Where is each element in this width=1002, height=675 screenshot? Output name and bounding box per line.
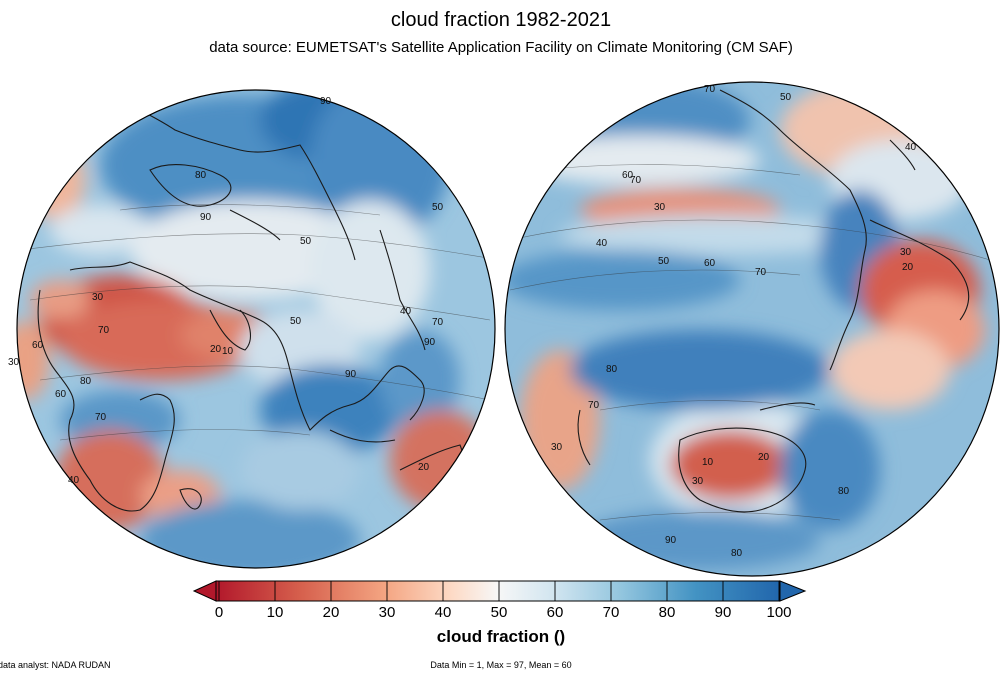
colorbar-label: cloud fraction () <box>436 627 566 646</box>
colorbar-tick-label: 60 <box>546 604 564 621</box>
contour-label: 70 <box>432 317 444 328</box>
colorbar <box>192 580 807 602</box>
contour-label: 70 <box>755 267 767 278</box>
contour-label: 40 <box>596 238 608 249</box>
contour-label: 30 <box>692 476 704 487</box>
contour-label: 30 <box>900 247 912 258</box>
contour-label: 90 <box>665 535 677 546</box>
contour-label: 60 <box>622 170 634 181</box>
contour-label: 40 <box>400 306 412 317</box>
contour-label: 30 <box>8 357 20 368</box>
colorbar-gradient <box>215 580 781 602</box>
colorbar-tick-label: 80 <box>658 604 676 621</box>
colorbar-tick-label: 20 <box>322 604 340 621</box>
contour-label: 20 <box>210 344 222 355</box>
contour-label: 80 <box>838 486 850 497</box>
colorbar-tick-label: 0 <box>214 604 224 621</box>
contour-label: 70 <box>98 325 110 336</box>
contour-label: 80 <box>606 364 618 375</box>
contour-label: 50 <box>290 316 302 327</box>
left-contour-labels: 90 80 50 60 40 70 20 30 10 90 50 70 90 3… <box>8 96 444 486</box>
colorbar-max-arrow <box>779 580 807 602</box>
map-subtitle: data source: EUMETSAT's Satellite Applic… <box>209 39 793 56</box>
contour-label: 90 <box>424 337 436 348</box>
contour-label: 10 <box>702 457 714 468</box>
contour-label: 30 <box>654 202 666 213</box>
contour-label: 60 <box>32 340 44 351</box>
contour-label: 50 <box>780 92 792 103</box>
contour-label: 40 <box>68 475 80 486</box>
data-stats: Data Min = 1, Max = 97, Mean = 60 <box>430 660 572 670</box>
contour-label: 30 <box>551 442 563 453</box>
contour-label: 90 <box>320 96 332 107</box>
right-contour-labels: 70 50 40 30 70 60 50 70 60 30 20 80 70 1… <box>551 84 917 559</box>
contour-label: 60 <box>704 258 716 269</box>
contour-label: 70 <box>588 400 600 411</box>
contour-label: 30 <box>92 292 104 303</box>
colorbar-min-arrow <box>192 580 217 602</box>
contour-label: 80 <box>195 170 207 181</box>
contour-label: 10 <box>222 346 234 357</box>
contour-label: 50 <box>300 236 312 247</box>
colorbar-tick-label: 100 <box>766 604 792 621</box>
left-globe: 90 80 50 60 40 70 20 30 10 90 50 70 90 3… <box>8 89 496 569</box>
colorbar-tick-label: 70 <box>602 604 620 621</box>
contour-label: 70 <box>95 412 107 423</box>
colorbar-tick-label: 50 <box>490 604 508 621</box>
contour-label: 60 <box>55 389 67 400</box>
contour-label: 70 <box>704 84 716 95</box>
colorbar-tick-label: 90 <box>714 604 732 621</box>
contour-label: 70 <box>630 175 642 186</box>
right-globe: 70 50 40 30 70 60 50 70 60 30 20 80 70 1… <box>504 81 1000 577</box>
contour-label: 90 <box>200 212 212 223</box>
map-title: cloud fraction 1982-2021 <box>390 9 612 31</box>
contour-label: 80 <box>80 376 92 387</box>
contour-label: 40 <box>905 142 917 153</box>
contour-label: 20 <box>418 462 430 473</box>
analyst-credit: data analyst: NADA RUDAN <box>0 660 111 670</box>
colorbar-tick-label: 30 <box>378 604 396 621</box>
contour-label: 50 <box>658 256 670 267</box>
contour-label: 20 <box>902 262 914 273</box>
contour-label: 80 <box>731 548 743 559</box>
contour-label: 50 <box>432 202 444 213</box>
colorbar-tick-label: 10 <box>266 604 284 621</box>
contour-label: 90 <box>345 369 357 380</box>
contour-label: 20 <box>758 452 770 463</box>
colorbar-tick-label: 40 <box>434 604 452 621</box>
